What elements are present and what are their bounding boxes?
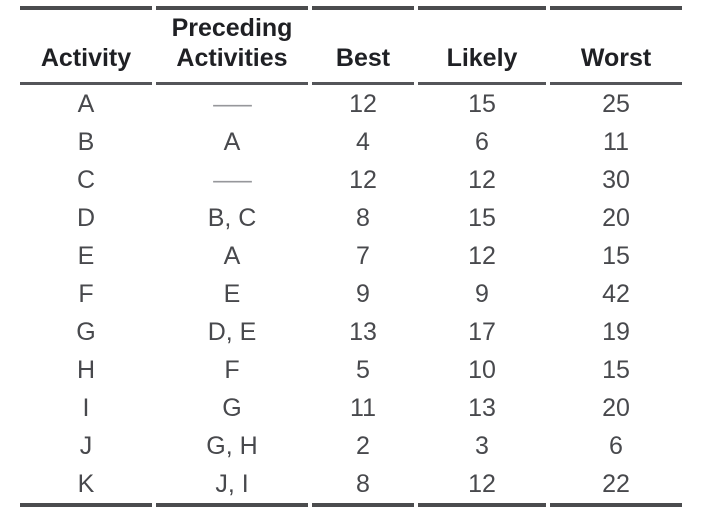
cell-preceding-activities: A: [223, 127, 241, 156]
table-row-activity-b: B A 4 6 11: [20, 123, 682, 161]
table-header-row: Activity Preceding Activities Best Likely Wo…: [20, 6, 682, 85]
cell-preceding-activities: F: [224, 355, 240, 384]
cell-worst: 42: [602, 279, 630, 308]
table-row-activity-f: F E 9 9 42: [20, 275, 682, 313]
table-row-activity-g: G D, E 13 17 19: [20, 313, 682, 351]
cell-activity: K: [20, 465, 152, 507]
cell-worst: 15: [602, 241, 630, 270]
cell-likely: 3: [475, 431, 489, 460]
table-row-activity-k: K J, I 8 12 22: [20, 465, 682, 507]
cell-best: 8: [356, 203, 370, 232]
cell-activity: C: [76, 165, 96, 194]
column-header-activity: Activity: [20, 6, 152, 85]
column-header-best: Best: [312, 6, 414, 85]
cell-likely: 15: [468, 89, 496, 118]
cell-best: 12: [349, 165, 377, 194]
cell-preceding-activities: J, I: [156, 465, 308, 507]
cell-preceding-activities: D, E: [207, 317, 257, 346]
cell-best: 7: [356, 241, 370, 270]
cell-preceding-activities: G: [222, 393, 242, 422]
cell-worst: 6: [609, 431, 623, 460]
cell-worst: 22: [550, 465, 682, 507]
cell-likely: 6: [475, 127, 489, 156]
cell-activity: F: [78, 279, 94, 308]
cell-activity: E: [77, 241, 95, 270]
cell-best: 12: [349, 89, 377, 118]
cell-activity: I: [82, 393, 90, 422]
cell-activity: J: [79, 431, 93, 460]
table-row-activity-i: I G 11 13 20: [20, 389, 682, 427]
cell-best: 2: [356, 431, 370, 460]
cell-best: 9: [356, 279, 370, 308]
table-row-activity-e: E A 7 12 15: [20, 237, 682, 275]
cell-activity: A: [77, 89, 95, 118]
table-header: Activity Preceding Activities Best Likely Wo…: [20, 6, 682, 85]
table-row-activity-d: D B, C 8 15 20: [20, 199, 682, 237]
cell-activity: G: [76, 317, 96, 346]
cell-likely: 12: [468, 165, 496, 194]
column-header-likely: Likely: [418, 6, 546, 85]
cell-likely: 9: [475, 279, 489, 308]
cell-worst: 25: [602, 89, 630, 118]
table-row-activity-j: J G, H 2 3 6: [20, 427, 682, 465]
column-header-worst: Worst: [550, 6, 682, 85]
cell-likely: 13: [468, 393, 496, 422]
cell-best: 4: [356, 127, 370, 156]
em-dash-no-predecessor: —: [212, 165, 252, 194]
cell-best: 5: [356, 355, 370, 384]
cell-worst: 20: [602, 393, 630, 422]
cell-activity: H: [76, 355, 96, 384]
cell-worst: 30: [602, 165, 630, 194]
cell-preceding-activities: —: [156, 85, 308, 123]
cell-worst: 20: [602, 203, 630, 232]
table-body: A —12 15 25 B A 4 6 11 C —12 12 30 D B, C 8 15 20 E A 7 12 15 F…: [20, 85, 682, 507]
cell-worst: 11: [603, 127, 629, 156]
cell-worst: 19: [602, 317, 630, 346]
column-header-preceding-activities: Preceding Activities: [156, 6, 308, 85]
cell-preceding-activities: B, C: [207, 203, 257, 232]
cell-best: 13: [349, 317, 377, 346]
cell-activity: D: [76, 203, 96, 232]
table-row-activity-h: H F 5 10 15: [20, 351, 682, 389]
cell-likely: 10: [468, 355, 496, 384]
cell-likely: 17: [468, 317, 496, 346]
cell-likely: 12: [418, 465, 546, 507]
cell-preceding-activities: E: [223, 279, 241, 308]
em-dash-no-predecessor: —: [212, 89, 252, 118]
cell-likely: 12: [468, 241, 496, 270]
cell-worst: 15: [602, 355, 630, 384]
cell-preceding-activities: G, H: [206, 431, 258, 460]
cell-best: 11: [350, 393, 376, 422]
cell-preceding-activities: A: [223, 241, 241, 270]
table-row-activity-c: C — 12 12 30: [20, 161, 682, 199]
cell-best: 8: [312, 465, 414, 507]
cell-likely: 15: [468, 203, 496, 232]
cell-preceding-activities: —: [156, 161, 308, 199]
activity-estimates-table: Activity Preceding Activities Best Likely Wo…: [16, 6, 686, 507]
table-row-activity-a: A — 12 15 25: [20, 85, 682, 123]
cell-activity: B: [77, 127, 95, 156]
